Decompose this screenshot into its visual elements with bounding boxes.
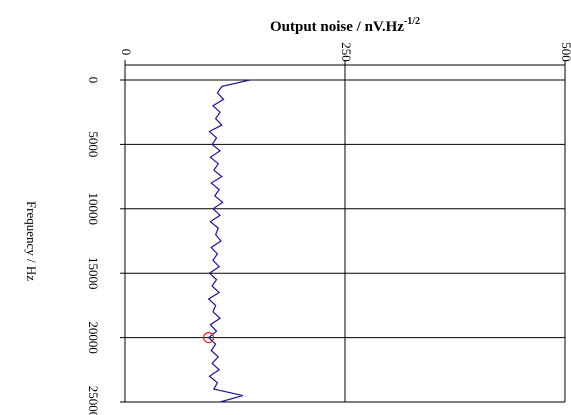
marker-circle	[203, 332, 215, 344]
y-tick-label: 20000	[86, 321, 101, 354]
x-tick-label: 250	[339, 42, 354, 62]
y-tick-label: 10000	[86, 193, 101, 226]
x-tick-label: 0	[119, 49, 134, 56]
y-axis-label: Frequency / Hz	[24, 201, 39, 281]
chart-title: Output noise / nV.Hz-1/2	[270, 16, 420, 35]
x-tick-label: 500	[559, 42, 571, 62]
y-tick-label: 25000	[86, 386, 101, 415]
line-series	[207, 79, 251, 403]
y-tick-label: 0	[86, 77, 101, 84]
y-tick-label: 15000	[86, 257, 101, 290]
y-tick-label: 5000	[86, 131, 101, 157]
